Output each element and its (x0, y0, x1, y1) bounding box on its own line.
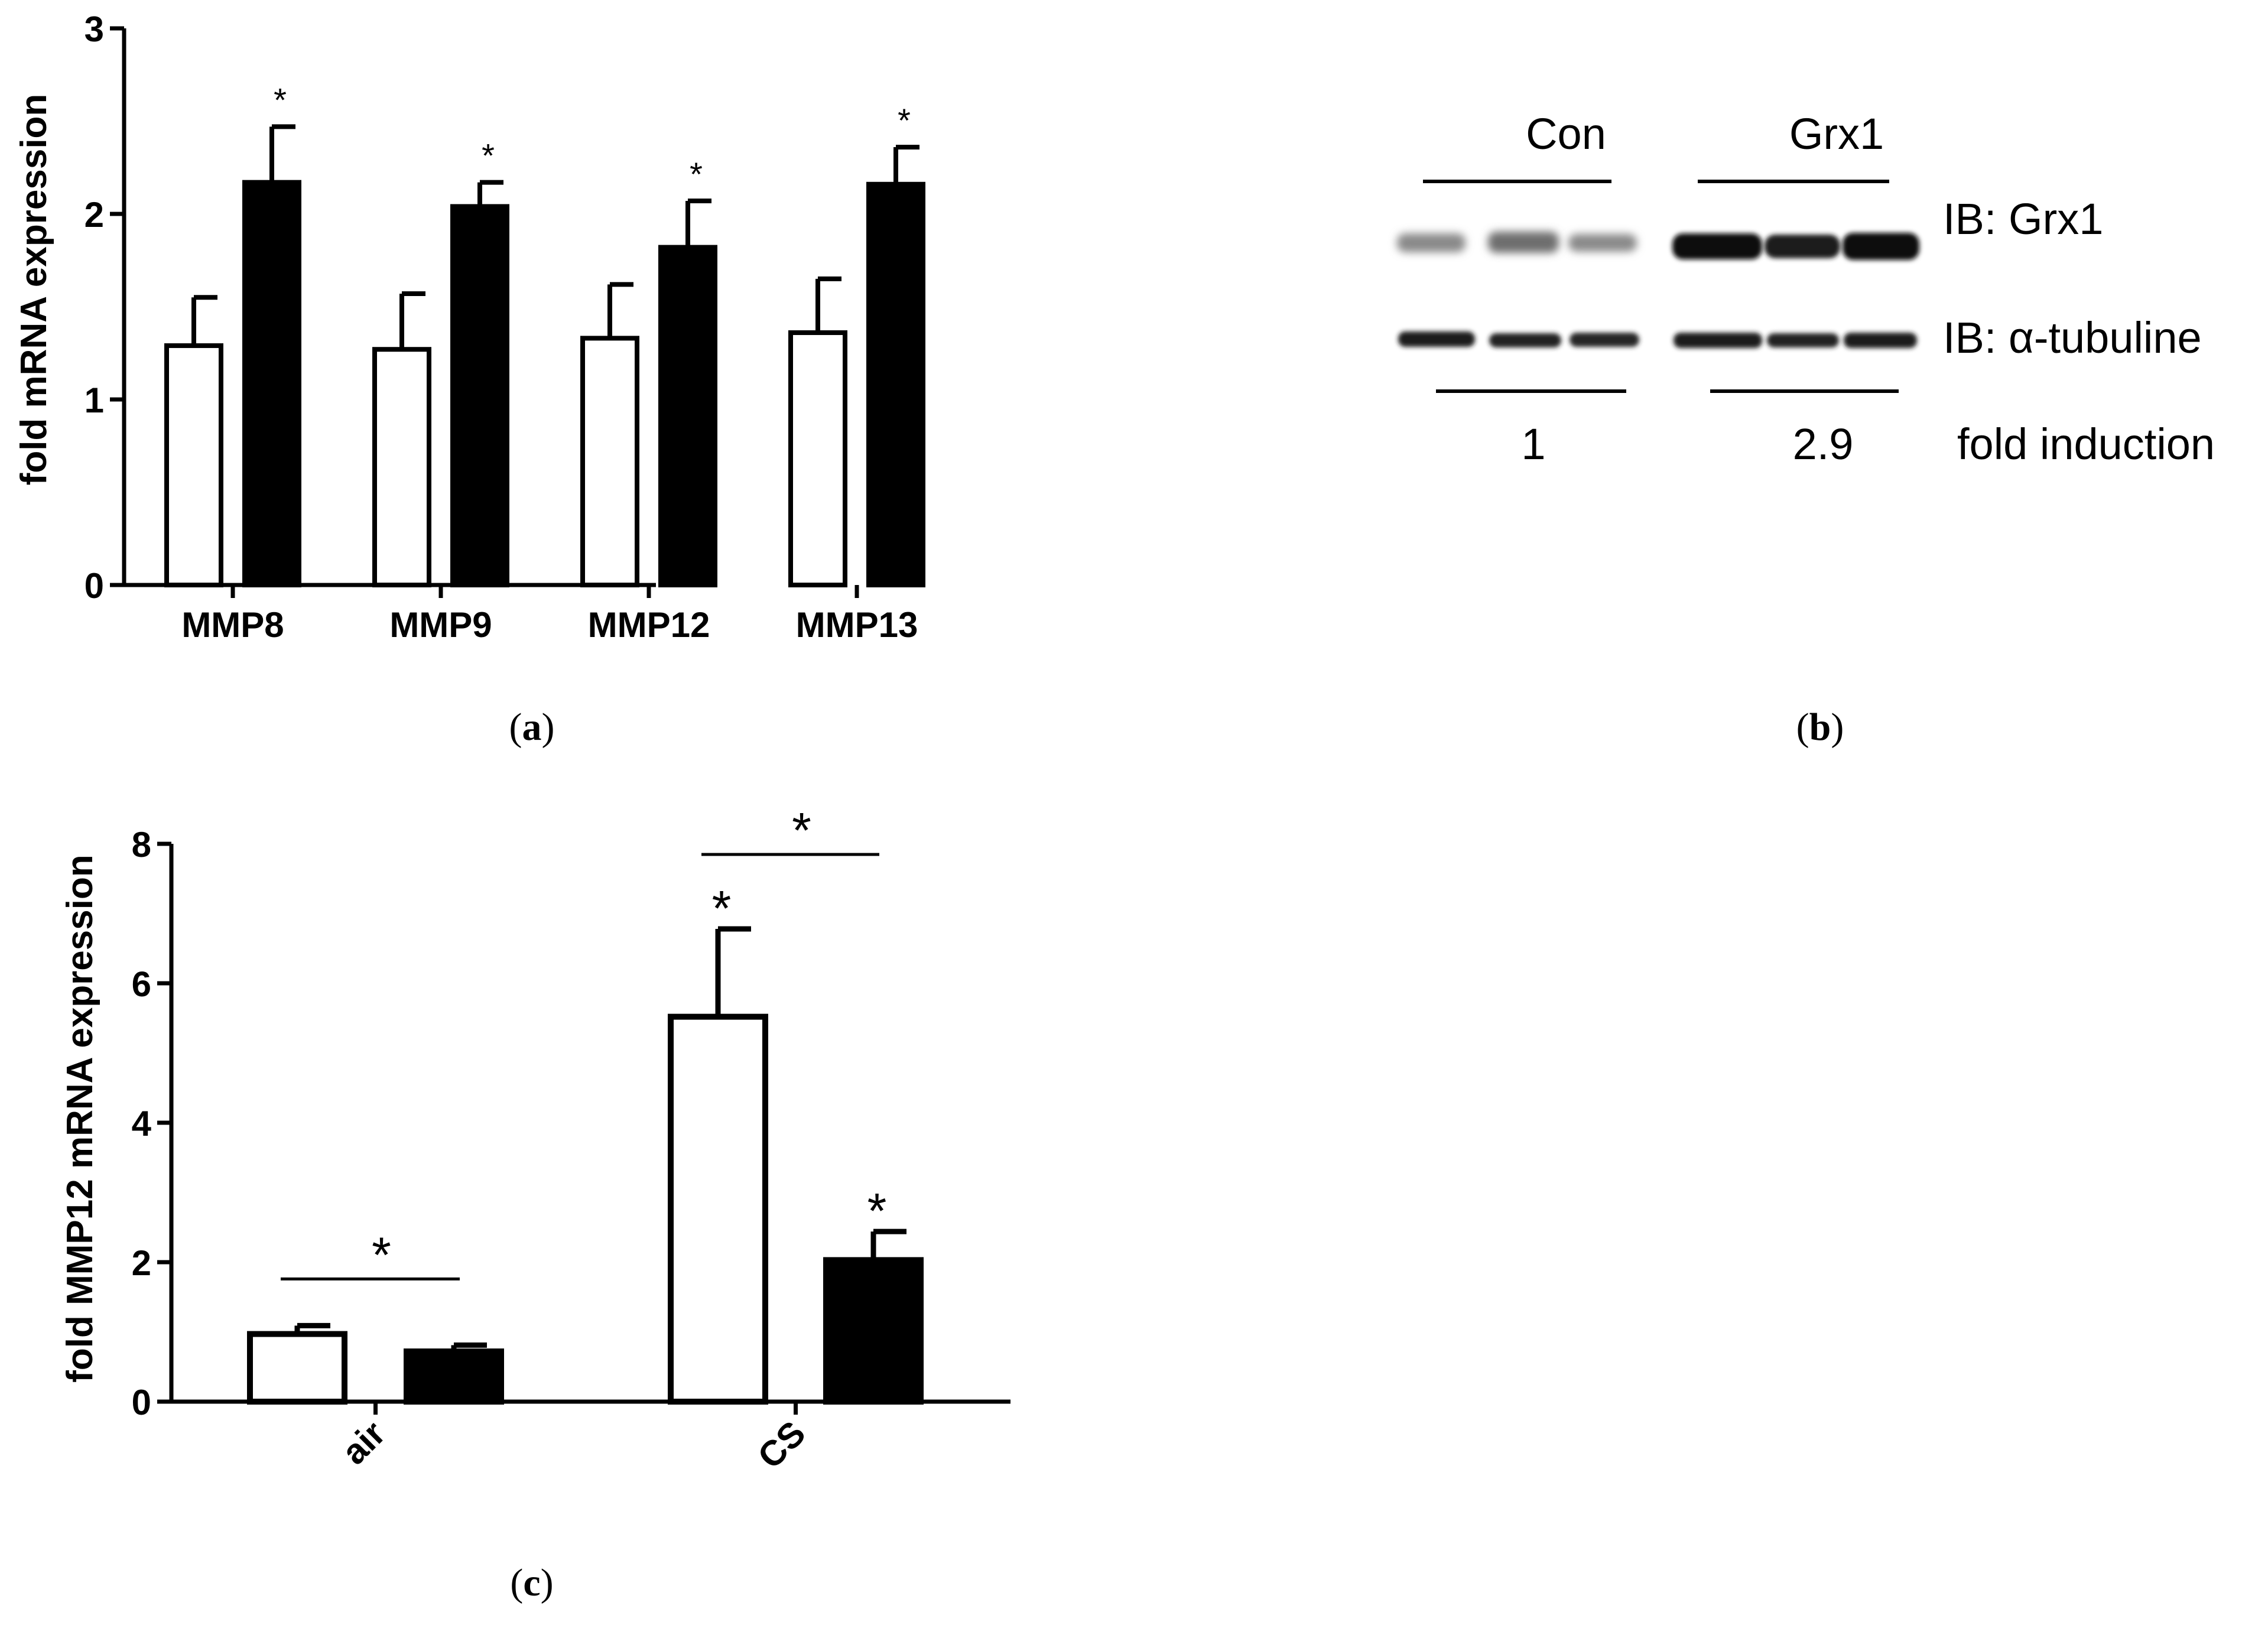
bar (788, 330, 847, 588)
x-tick-label: air (334, 1413, 392, 1472)
comparison-star: * (372, 1227, 391, 1282)
blot-fold-value-con: 1 (1521, 420, 1545, 469)
panel-a-chart: fold mRNA expression 0 1 2 3 MMP8 * MMP9 * MMP12… (14, 9, 925, 645)
significance-star: * (274, 81, 287, 118)
panel-c-caption: (c) (510, 1561, 553, 1604)
y-tick-label: 8 (132, 825, 151, 864)
y-tick-label: 0 (132, 1383, 151, 1422)
x-tick-label: CS (750, 1413, 813, 1476)
blot-band (1488, 232, 1559, 253)
panel-c-chart: fold MMP12 mRNA expression 0 2 4 6 8 air * CS * *… (60, 802, 1010, 1476)
comparison-star: * (792, 802, 811, 858)
blot-group-con: Con (1526, 109, 1606, 158)
blot-fold-label: fold induction (1957, 420, 2215, 469)
significance-star: * (898, 102, 911, 139)
panel-a-letter: a (522, 706, 542, 749)
bar (580, 336, 639, 587)
significance-star: * (867, 1183, 887, 1239)
x-tick-label: MMP8 (181, 605, 284, 645)
blot-band-row-tubulin (1398, 332, 1917, 348)
bar (668, 1013, 768, 1405)
bar (247, 1331, 347, 1405)
bar (372, 347, 431, 587)
significance-star: * (482, 137, 495, 174)
blot-band (1844, 333, 1917, 348)
blot-band (1672, 233, 1762, 259)
blot-band (1674, 333, 1762, 348)
x-tick-label: MMP12 (588, 605, 710, 645)
blot-band (1570, 333, 1639, 347)
panel-a-caption: (a) (509, 706, 555, 749)
blot-band (1765, 235, 1840, 258)
y-tick-label: 2 (85, 195, 104, 235)
bar (823, 1257, 924, 1405)
blot-band (1843, 233, 1919, 260)
panel-b-letter: b (1809, 706, 1831, 749)
significance-star: * (712, 880, 732, 936)
blot-fold-value-grx1: 2.9 (1793, 420, 1854, 469)
x-tick-label: MMP9 (389, 605, 492, 645)
blot-row-label-grx1: IB: Grx1 (1943, 194, 2103, 243)
bar (450, 204, 509, 587)
panel-c-letter: c (523, 1561, 540, 1604)
y-tick-label: 1 (85, 381, 104, 420)
bar (164, 343, 223, 587)
y-tick-label: 0 (85, 566, 104, 606)
y-tick-label: 3 (85, 9, 104, 49)
bar (658, 245, 717, 587)
blot-band-row-grx1 (1397, 232, 1919, 260)
blot-band (1398, 332, 1475, 347)
x-tick-label: MMP13 (796, 605, 918, 645)
blot-band (1767, 333, 1839, 347)
blot-band (1489, 333, 1561, 347)
blot-band (1568, 234, 1637, 252)
western-blot: Con Grx1 IB: Grx1 IB: α-tubuline 1 2.9 (1397, 109, 2215, 469)
y-tick-label: 6 (132, 964, 151, 1004)
bar (242, 180, 301, 587)
panel-a-ylabel: fold mRNA expression (14, 94, 54, 486)
blot-group-grx1: Grx1 (1789, 109, 1884, 158)
blot-band (1397, 233, 1466, 252)
panel-c-ylabel: fold MMP12 mRNA expression (60, 854, 100, 1382)
bar (866, 181, 925, 587)
bar (404, 1348, 504, 1405)
y-tick-label: 4 (132, 1104, 152, 1143)
blot-row-label-tubulin: IB: α-tubuline (1943, 313, 2202, 362)
significance-star: * (690, 155, 703, 193)
panel-b-caption: (b) (1796, 706, 1844, 749)
y-tick-label: 2 (132, 1243, 151, 1283)
